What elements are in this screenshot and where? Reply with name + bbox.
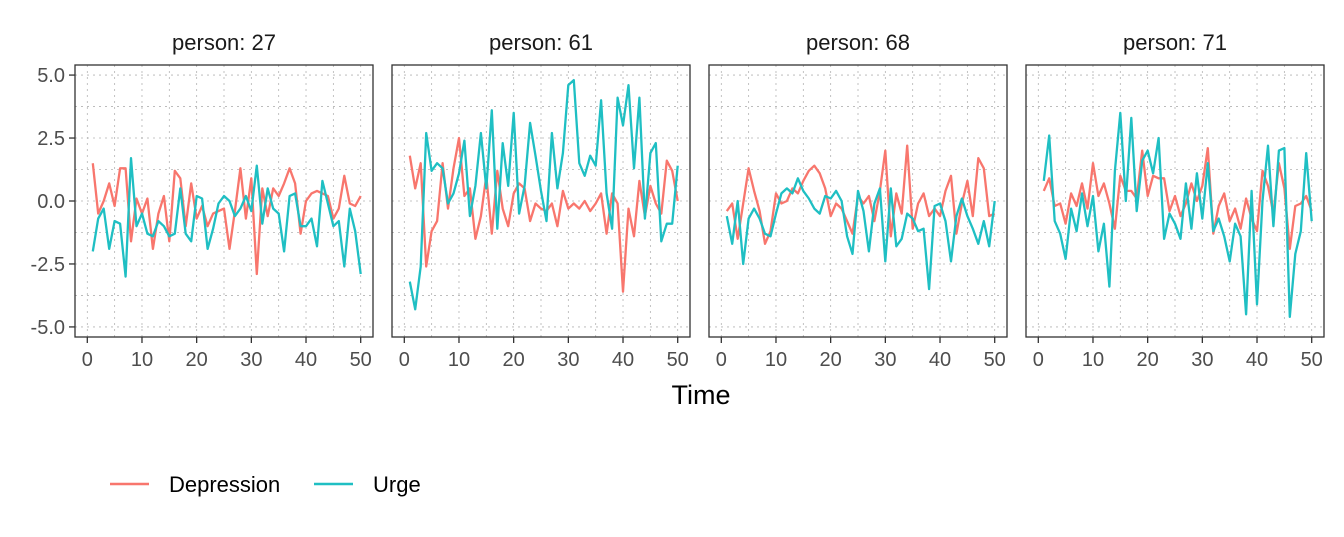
x-tick-label: 0 <box>82 349 93 371</box>
panels: person: 270 10 20 30 40 50-5.0-2.50.02.55.0pe… <box>31 30 1325 371</box>
legend-label-depression: Depression <box>169 472 280 497</box>
x-tick-label: 50 <box>350 349 372 371</box>
x-tick-label: 0 <box>399 349 410 371</box>
x-axis-title: Time <box>672 380 731 410</box>
series-line-urge <box>725 177 996 291</box>
x-tick-label: 20 <box>1137 349 1159 371</box>
panel-strip-label: person: 61 <box>489 30 593 55</box>
legend: Depression Urge <box>110 472 421 497</box>
x-tick-label: 40 <box>612 349 634 371</box>
x-tick-label: 30 <box>240 349 262 371</box>
series-line-urge <box>91 157 362 278</box>
x-tick-label: 30 <box>1191 349 1213 371</box>
series-line-urge <box>1042 111 1313 319</box>
panel-border <box>1025 64 1325 338</box>
y-tick-label: 0.0 <box>37 191 65 213</box>
y-tick-label: -2.5 <box>31 254 65 276</box>
y-tick-label: 5.0 <box>37 65 65 87</box>
x-tick-label: 10 <box>131 349 153 371</box>
panel: person: 68 0 10 20 30 40 50 <box>708 30 1008 371</box>
legend-label-urge: Urge <box>373 472 421 497</box>
series-line-depression <box>91 163 362 276</box>
x-tick-label: 20 <box>186 349 208 371</box>
x-tick-label: 20 <box>820 349 842 371</box>
panel-strip-label: person: 71 <box>1123 30 1227 55</box>
y-tick-label: 2.5 <box>37 128 65 150</box>
x-tick-label: 50 <box>1301 349 1323 371</box>
x-tick-label: 10 <box>1082 349 1104 371</box>
y-tick-label: -5.0 <box>31 317 65 339</box>
x-tick-label: 50 <box>984 349 1006 371</box>
x-tick-label: 10 <box>448 349 470 371</box>
x-tick-label: 0 <box>1033 349 1044 371</box>
x-tick-label: 30 <box>557 349 579 371</box>
x-tick-label: 10 <box>765 349 787 371</box>
panel-strip-label: person: 27 <box>172 30 276 55</box>
series-line-urge <box>408 78 679 311</box>
panel-strip-label: person: 68 <box>806 30 910 55</box>
x-tick-label: 40 <box>929 349 951 371</box>
x-tick-label: 40 <box>1246 349 1268 371</box>
x-tick-label: 40 <box>295 349 317 371</box>
x-tick-label: 30 <box>874 349 896 371</box>
series-line-depression <box>408 136 679 293</box>
x-tick-label: 50 <box>667 349 689 371</box>
x-tick-label: 20 <box>503 349 525 371</box>
panel: person: 71 0 10 20 30 40 50 <box>1025 30 1325 371</box>
panel-border <box>708 64 1008 338</box>
series-line-depression <box>1042 146 1313 251</box>
panel-border <box>391 64 691 338</box>
x-tick-label: 0 <box>716 349 727 371</box>
panel: person: 27 0 10 20 30 40 50 -5.0 -2.5 0.0 2.5 5.0 <box>31 30 374 371</box>
panel: person: 61 0 10 20 30 40 50 <box>391 30 691 371</box>
